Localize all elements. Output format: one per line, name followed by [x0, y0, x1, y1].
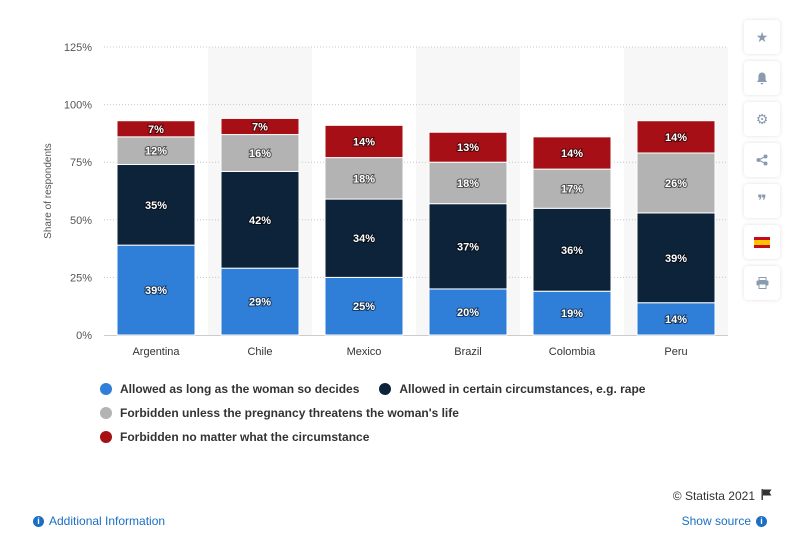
- x-tick-label: Mexico: [347, 346, 382, 358]
- bar-segment: [116, 136, 196, 166]
- sidebar-toolbar: ★ ⚙ ❞: [744, 20, 780, 307]
- legend-marker: [100, 406, 112, 419]
- print-icon[interactable]: [744, 266, 780, 300]
- legend-item-allowed-certain[interactable]: Allowed in certain circumstances, e.g. r…: [379, 382, 645, 396]
- data-label: 29%: [249, 297, 271, 309]
- x-tick-label: Colombia: [549, 346, 596, 358]
- bar-segment: [428, 288, 508, 336]
- data-label: 42%: [249, 215, 271, 227]
- y-tick-label: 100%: [64, 100, 92, 112]
- y-axis-title: Share of respondents: [43, 143, 54, 239]
- data-label: 18%: [353, 173, 375, 185]
- data-label: 26%: [665, 178, 687, 190]
- bar-segment: [428, 131, 508, 163]
- data-label: 14%: [353, 136, 375, 148]
- data-label: 36%: [561, 245, 583, 257]
- bar-segment: [532, 207, 612, 292]
- legend-marker: [100, 430, 112, 443]
- bar-segment: [532, 290, 612, 336]
- data-label: 14%: [665, 132, 687, 144]
- bar-segment: [532, 136, 612, 170]
- legend-label: Allowed in certain circumstances, e.g. r…: [399, 381, 646, 396]
- data-label: 14%: [561, 148, 583, 160]
- x-tick-label: Peru: [664, 346, 687, 358]
- gear-icon[interactable]: ⚙: [744, 102, 780, 136]
- y-tick-label: 50%: [70, 215, 92, 227]
- show-source-link[interactable]: Show source i: [682, 514, 772, 528]
- bar-segment: [324, 157, 404, 200]
- bar-segment: [636, 212, 716, 304]
- data-label: 14%: [665, 314, 687, 326]
- copyright-notice: © Statista 2021: [673, 489, 772, 503]
- data-label: 17%: [561, 184, 583, 196]
- x-tick-label: Chile: [247, 346, 272, 358]
- bar-segment: [324, 276, 404, 336]
- bar-segment: [220, 117, 300, 136]
- legend-item-allowed-decides[interactable]: Allowed as long as the woman so decides: [100, 382, 359, 396]
- x-tick-label: Argentina: [132, 346, 180, 358]
- data-label: 7%: [148, 124, 164, 136]
- quote-icon[interactable]: ❞: [744, 184, 780, 218]
- data-label: 34%: [353, 233, 375, 245]
- legend-label: Allowed as long as the woman so decides: [120, 381, 360, 396]
- info-icon: i: [756, 515, 767, 527]
- bar-segment: [220, 170, 300, 269]
- y-tick-label: 125%: [64, 42, 92, 54]
- bar-segment: [220, 134, 300, 172]
- chart-area: 0% 25% 50% 75% 100% 125% Share of respondents 3…: [43, 42, 728, 358]
- legend-item-forbidden-unless[interactable]: Forbidden unless the pregnancy threatens…: [100, 406, 459, 420]
- data-label: 16%: [249, 148, 271, 160]
- flag-spain-icon[interactable]: [744, 225, 780, 259]
- data-label: 19%: [561, 308, 583, 320]
- legend-marker: [379, 382, 392, 395]
- bar-segment: [532, 168, 612, 209]
- data-label: 35%: [145, 200, 167, 212]
- data-label: 39%: [665, 253, 687, 265]
- legend-label: Forbidden unless the pregnancy threatens…: [120, 405, 459, 420]
- y-tick-label: 25%: [70, 272, 92, 284]
- data-label: 7%: [252, 121, 268, 133]
- y-tick-label: 0%: [76, 330, 92, 342]
- copyright-text: © Statista 2021: [672, 489, 755, 503]
- share-icon[interactable]: [744, 143, 780, 177]
- data-label: 25%: [353, 301, 375, 313]
- legend-label: Forbidden no matter what the circumstanc…: [120, 429, 370, 444]
- legend-item-forbidden-always[interactable]: Forbidden no matter what the circumstanc…: [100, 430, 369, 444]
- bell-icon[interactable]: [744, 61, 780, 95]
- bar-segment: [116, 164, 196, 246]
- stacked-bar-chart: 0% 25% 50% 75% 100% 125% Share of respondents 3…: [43, 42, 728, 358]
- legend-marker: [100, 382, 112, 395]
- data-label: 20%: [457, 307, 479, 319]
- data-label: 39%: [145, 285, 167, 297]
- bar-segment: [636, 152, 716, 214]
- bar-segment: [324, 198, 404, 278]
- show-source-label: Show source: [681, 514, 751, 528]
- bar-segment: [116, 244, 196, 336]
- data-label: 13%: [457, 142, 479, 154]
- bar-segment: [428, 161, 508, 205]
- bar-segment: [220, 267, 300, 336]
- bar-segment: [324, 124, 404, 159]
- x-tick-label: Brazil: [454, 346, 482, 358]
- flag-icon[interactable]: [761, 489, 772, 503]
- bar-segment: [116, 120, 196, 138]
- additional-information-label: Additional Information: [49, 514, 166, 528]
- legend: Allowed as long as the woman so decides …: [100, 380, 720, 452]
- bar-segment: [636, 120, 716, 154]
- data-label: 12%: [145, 146, 167, 158]
- info-icon: i: [33, 515, 44, 527]
- additional-information-link[interactable]: i Additional Information: [28, 514, 165, 528]
- data-label: 37%: [457, 241, 479, 253]
- bar-segment: [428, 203, 508, 290]
- data-label: 18%: [457, 178, 479, 190]
- star-icon[interactable]: ★: [744, 20, 780, 54]
- y-tick-label: 75%: [70, 157, 92, 169]
- bar-segment: [636, 302, 716, 336]
